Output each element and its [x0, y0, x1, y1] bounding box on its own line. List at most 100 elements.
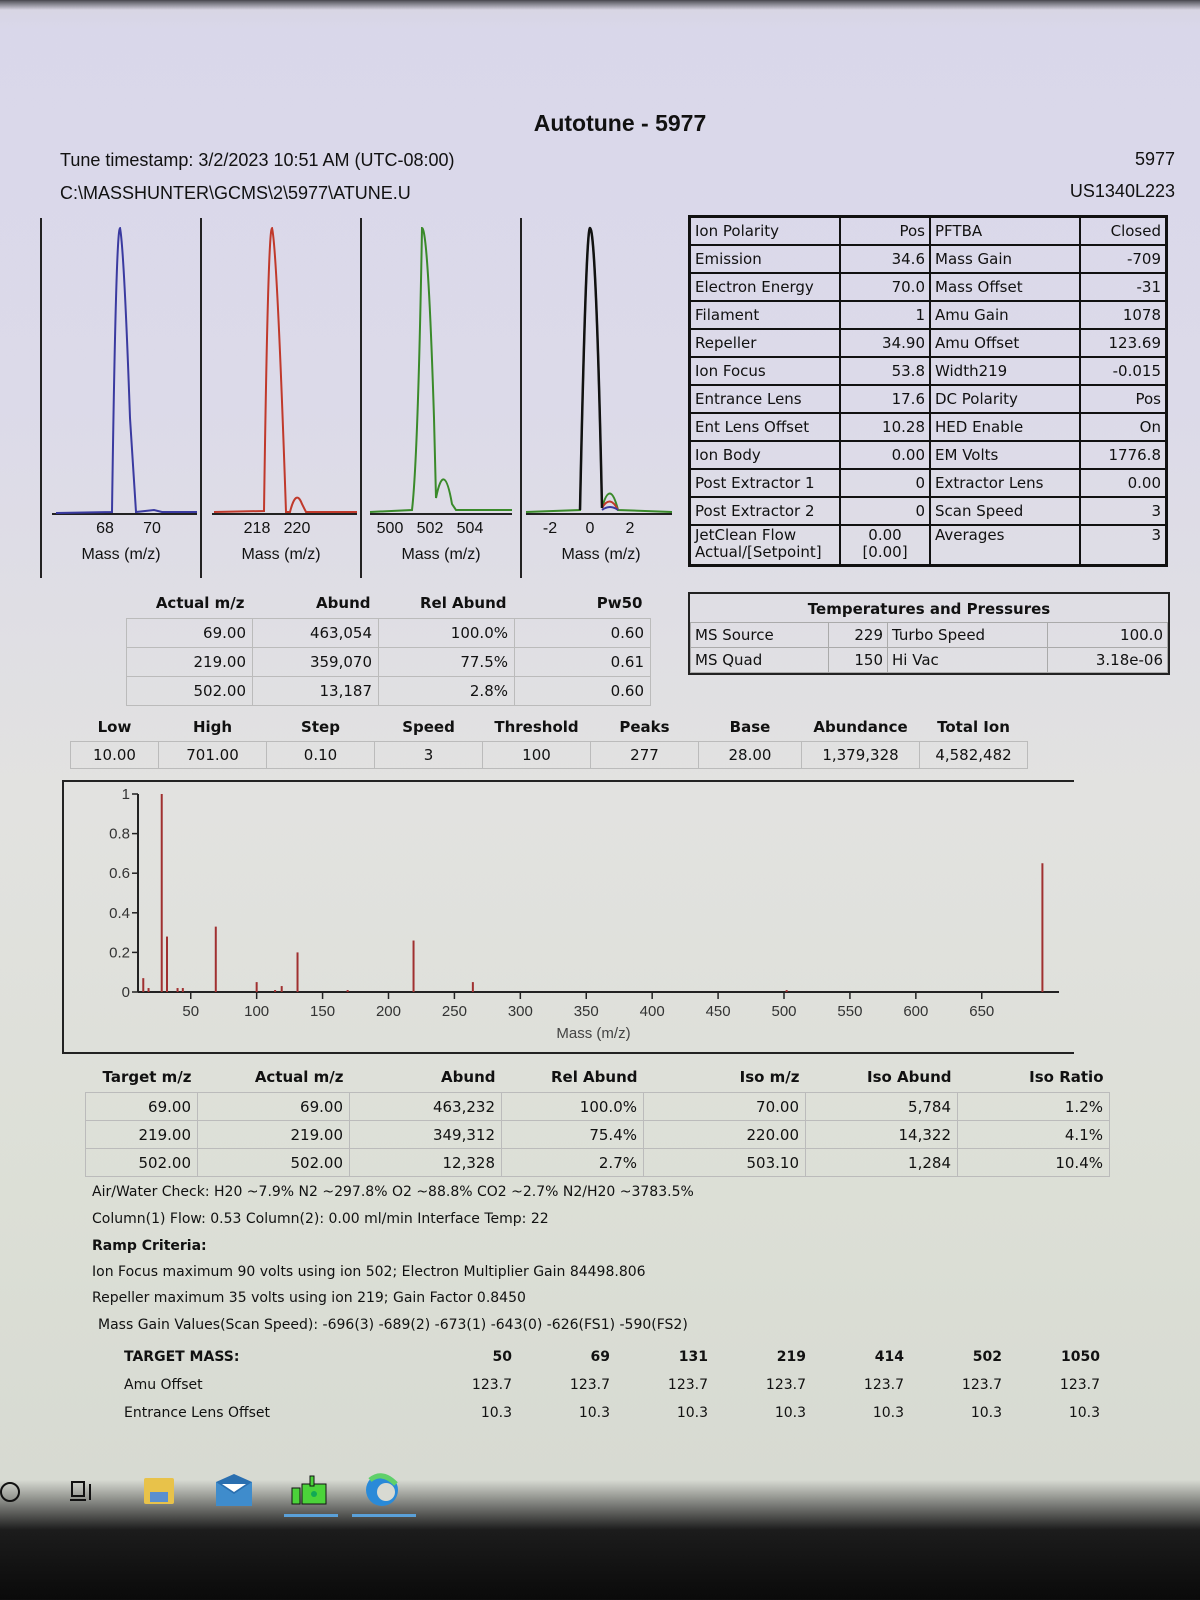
temp-value: 229 — [827, 622, 889, 648]
scan-value: 0.10 — [266, 741, 375, 769]
row-label: Entrance Lens Offset — [124, 1405, 271, 1421]
param-value: 10.28 — [839, 412, 931, 442]
scan-value: 701.00 — [158, 741, 267, 769]
column-header: Rel Abund — [419, 594, 507, 612]
ramp-criteria-title: Ramp Criteria: — [92, 1238, 207, 1254]
column-header: Speed — [402, 718, 455, 736]
y-tick-label: 0.2 — [109, 944, 130, 961]
table-cell: 463,054 — [252, 618, 379, 648]
table-cell: 5,784 — [805, 1092, 958, 1121]
param-label: PFTBA — [929, 215, 1081, 246]
column-header: Iso m/z — [739, 1068, 800, 1086]
param-value: 0.00 [0.00] — [839, 524, 931, 567]
y-tick-label: 1 — [122, 786, 130, 803]
row-value: 10.3 — [480, 1405, 512, 1421]
tune-timestamp: Tune timestamp: 3/2/2023 10:51 AM (UTC-0… — [60, 150, 455, 170]
param-label: JetClean Flow Actual/[Setpoint] — [688, 524, 841, 567]
table-row: 502.00 13,187 2.8% 0.60 — [126, 676, 651, 706]
x-tick-label: 600 — [903, 1003, 928, 1020]
tick-label: 70 — [143, 520, 161, 537]
param-label: Amu Offset — [929, 328, 1081, 358]
param-value: Closed — [1079, 215, 1168, 246]
table-cell: 502.00 — [197, 1148, 350, 1177]
target-mass-value: 502 — [972, 1349, 1002, 1365]
table-cell: 0.60 — [514, 676, 651, 706]
tick-label: 0 — [585, 520, 595, 537]
instrument-app-icon[interactable] — [284, 1470, 338, 1517]
param-value: 0 — [839, 496, 931, 526]
param-value: 1 — [839, 300, 931, 330]
param-value: Pos — [1079, 384, 1168, 414]
row-value: 10.3 — [1068, 1405, 1100, 1421]
param-value: 17.6 — [839, 384, 931, 414]
x-tick-label: 500 — [771, 1003, 796, 1020]
tune-plot-502: 500 502 504 Mass (m/z) — [360, 218, 520, 578]
row-value: 10.3 — [578, 1405, 610, 1421]
column-header: High — [192, 718, 233, 736]
isotope-table: Target m/z Actual m/z Abund Rel Abund Iso m/… — [85, 1062, 1110, 1177]
params-row: Ion Polarity Pos PFTBA Closed — [688, 215, 1168, 246]
table-cell: 0.60 — [514, 618, 651, 648]
x-axis-label: Mass (m/z) — [556, 1025, 630, 1042]
params-row: Post Extractor 1 0 Extractor Lens 0.00 — [688, 468, 1168, 498]
target-mass-row: Entrance Lens Offset 10.3 10.3 10.3 10.3 10.3… — [120, 1399, 1104, 1427]
tune-file-path: C:\MASSHUNTER\GCMS\2\5977\ATUNE.U — [60, 183, 411, 203]
peak-mass-table: Actual m/z Abund Rel Abund Pw50 69.00 463,05… — [126, 588, 651, 706]
row-value: 10.3 — [774, 1405, 806, 1421]
column-header: Iso Ratio — [1029, 1068, 1104, 1086]
scan-value: 1,379,328 — [801, 741, 920, 769]
row-value: 123.7 — [863, 1377, 904, 1393]
temperatures-pressures-panel: Temperatures and Pressures MS Source 229 T… — [688, 592, 1170, 675]
param-label: Emission — [688, 244, 841, 274]
param-label: Scan Speed — [929, 496, 1081, 526]
x-axis-label: Mass (m/z) — [241, 546, 321, 563]
row-value: 10.3 — [872, 1405, 904, 1421]
x-axis-label: Mass (m/z) — [81, 546, 161, 563]
taskbar — [0, 1470, 1200, 1520]
search-circle-icon[interactable] — [0, 1470, 32, 1510]
file-explorer-icon[interactable] — [140, 1470, 180, 1510]
column-header: Total Ion — [937, 718, 1010, 736]
param-value: On — [1079, 412, 1168, 442]
temp-label: MS Source — [690, 622, 829, 648]
tick-label: 502 — [416, 520, 444, 537]
param-value: 0.00 — [1079, 468, 1168, 498]
task-view-icon[interactable] — [64, 1470, 104, 1510]
table-cell: 69.00 — [126, 618, 253, 648]
params-row: Post Extractor 2 0 Scan Speed 3 — [688, 496, 1168, 526]
table-cell: 1.2% — [957, 1092, 1110, 1121]
params-row-jetclean: JetClean Flow Actual/[Setpoint] 0.00 [0.00… — [688, 524, 1168, 567]
mail-icon[interactable] — [214, 1470, 254, 1510]
table-cell: 349,312 — [349, 1120, 502, 1149]
row-value: 123.7 — [569, 1377, 610, 1393]
table-cell: 219.00 — [85, 1120, 198, 1149]
param-label: Electron Energy — [688, 272, 841, 302]
param-label: Entrance Lens — [688, 384, 841, 414]
ramp-ion-focus: Ion Focus maximum 90 volts using ion 502… — [92, 1264, 646, 1280]
param-label: Repeller — [688, 328, 841, 358]
column-header: Abund — [441, 1068, 496, 1086]
param-label: Ion Focus — [688, 356, 841, 386]
x-tick-label: 650 — [969, 1003, 994, 1020]
table-row: 69.00 69.00 463,232 100.0% 70.00 5,784 1.2% — [85, 1092, 1110, 1121]
param-value: 3 — [1079, 496, 1168, 526]
target-mass-value: 219 — [776, 1349, 806, 1365]
table-cell: 359,070 — [252, 647, 379, 677]
air-water-check: Air/Water Check: H20 ~7.9% N2 ~297.8% O2… — [92, 1184, 694, 1200]
table-row: 502.00 502.00 12,328 2.7% 503.10 1,284 10.4% — [85, 1148, 1110, 1177]
x-axis-label: Mass (m/z) — [401, 546, 481, 563]
target-mass-value: 414 — [874, 1349, 904, 1365]
table-cell: 2.7% — [501, 1148, 644, 1177]
table-cell: 77.5% — [378, 647, 515, 677]
instrument-model: 5977 — [1134, 149, 1175, 169]
table-cell: 100.0% — [378, 618, 515, 648]
table-cell: 503.10 — [643, 1148, 806, 1177]
x-tick-label: 150 — [310, 1003, 335, 1020]
target-mass-value: 50 — [492, 1349, 512, 1365]
param-label: Post Extractor 1 — [688, 468, 841, 498]
column-header: Rel Abund — [550, 1068, 638, 1086]
table-cell: 0.61 — [514, 647, 651, 677]
edge-browser-icon[interactable] — [352, 1470, 416, 1517]
x-tick-label: 100 — [244, 1003, 269, 1020]
mass-gain-values: Mass Gain Values(Scan Speed): -696(3) -6… — [98, 1317, 688, 1333]
